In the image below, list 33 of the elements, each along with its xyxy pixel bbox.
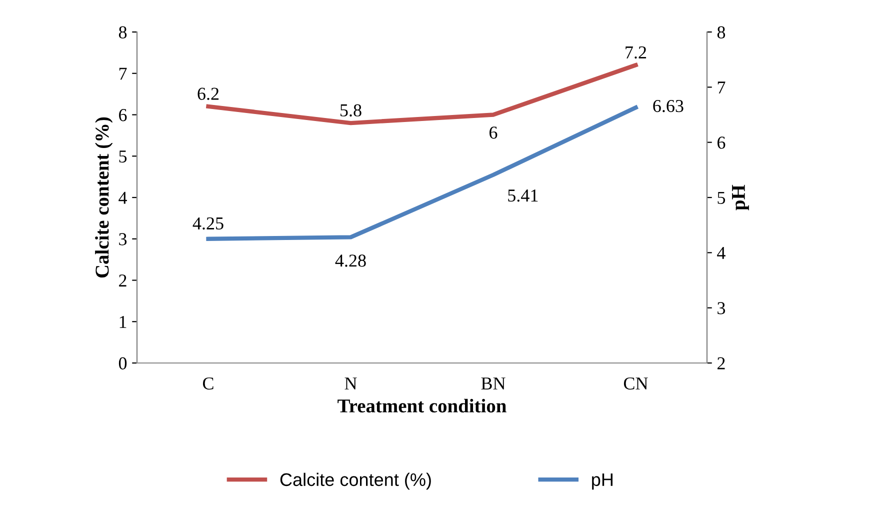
x-axis-title: Treatment condition: [338, 398, 506, 413]
y-tick-label: 4: [118, 192, 127, 204]
data-label: 5.8: [340, 104, 362, 117]
data-label: 4.25: [192, 217, 224, 230]
y-tick-label: 2: [119, 274, 126, 287]
y2-tick-label: 3: [718, 302, 726, 314]
data-label: 6: [490, 126, 498, 139]
y-tick-label: 0: [118, 357, 127, 370]
data-label: 7.2: [626, 46, 646, 59]
y-axis-title: Calcite content (%): [95, 117, 113, 278]
y2-tick-label: 8: [717, 26, 726, 38]
y2-tick-label: 6: [718, 136, 726, 149]
y-tick-label: 1: [120, 316, 126, 328]
y2-tick-label: 4: [717, 247, 726, 259]
x-tick-label: CN: [624, 377, 648, 390]
legend-label: pH: [592, 473, 612, 490]
data-label: 5.41: [508, 190, 538, 202]
x-tick-label: C: [202, 377, 214, 390]
x-tick-label: N: [344, 378, 357, 390]
data-label: 4.28: [335, 254, 366, 267]
x-tick-label: BN: [481, 378, 506, 390]
y2-tick-label: 5: [718, 192, 726, 204]
y-tick-label: 7: [119, 68, 127, 80]
y-tick-label: 3: [119, 233, 127, 246]
y-tick-label: 8: [118, 26, 127, 38]
y2-tick-label: 7: [718, 82, 726, 94]
data-label: 6.63: [653, 100, 684, 112]
y-tick-label: 5: [119, 150, 127, 163]
data-label: 6.2: [198, 88, 219, 100]
legend-label: Calcite content (%): [280, 472, 431, 490]
y2-axis-title: pH: [732, 184, 749, 210]
y-tick-label: 6: [119, 109, 127, 122]
y2-tick-label: 2: [718, 357, 725, 370]
